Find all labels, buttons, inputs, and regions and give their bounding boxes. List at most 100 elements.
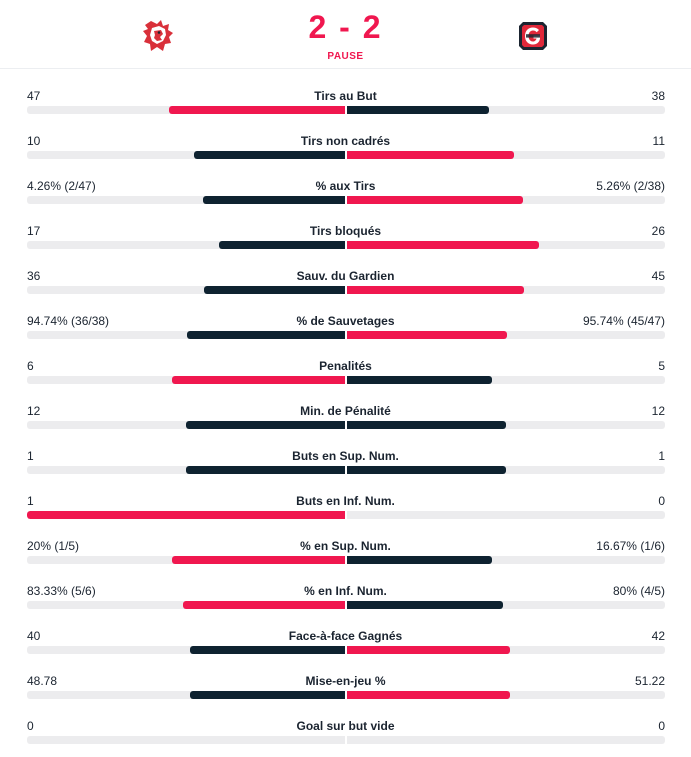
stat-row: 1 Buts en Inf. Num. 0 xyxy=(0,474,691,519)
home-bar xyxy=(172,376,345,384)
away-bar xyxy=(347,466,506,474)
stat-label: Mise-en-jeu % xyxy=(305,674,386,688)
stat-row: 17 Tirs bloqués 26 xyxy=(0,204,691,249)
away-value: 45 xyxy=(651,269,665,283)
away-bar xyxy=(347,421,506,429)
stat-row: 94.74% (36/38) % de Sauvetages 95.74% (45/… xyxy=(0,294,691,339)
home-value: 1 xyxy=(27,449,34,463)
home-value: 1 xyxy=(27,494,34,508)
away-bar-track xyxy=(347,466,665,474)
home-bar xyxy=(190,646,345,654)
home-bar xyxy=(194,151,345,159)
away-value: 12 xyxy=(651,404,665,418)
home-bar xyxy=(186,421,345,429)
stat-row: 12 Min. de Pénalité 12 xyxy=(0,384,691,429)
home-bar xyxy=(187,331,345,339)
stat-row: 0 Goal sur but vide 0 xyxy=(0,699,691,744)
stats-list: 47 Tirs au But 38 10 Tirs non cadrés 11 4.26% … xyxy=(0,69,691,744)
home-bar-track xyxy=(27,691,345,699)
stat-row: 20% (1/5) % en Sup. Num. 16.67% (1/6) xyxy=(0,519,691,564)
home-bar-track xyxy=(27,286,345,294)
stat-label: % en Inf. Num. xyxy=(304,584,387,598)
home-value: 12 xyxy=(27,404,41,418)
away-bar-track xyxy=(347,511,665,519)
stat-row: 10 Tirs non cadrés 11 xyxy=(0,114,691,159)
away-value: 0 xyxy=(658,719,665,733)
home-value: 83.33% (5/6) xyxy=(27,584,96,598)
away-bar-track xyxy=(347,556,665,564)
home-bar-track xyxy=(27,736,345,744)
stat-row: 83.33% (5/6) % en Inf. Num. 80% (4/5) xyxy=(0,564,691,609)
home-value: 48.78 xyxy=(27,674,58,688)
away-bar-track xyxy=(347,106,665,114)
away-bar xyxy=(347,376,492,384)
stat-row: 36 Sauv. du Gardien 45 xyxy=(0,249,691,294)
away-bar xyxy=(347,601,503,609)
away-bar xyxy=(347,106,489,114)
away-bar xyxy=(347,646,510,654)
stat-label: Goal sur but vide xyxy=(296,719,395,733)
stat-row: 47 Tirs au But 38 xyxy=(0,69,691,114)
away-value: 5.26% (2/38) xyxy=(596,179,665,193)
away-value: 95.74% (45/47) xyxy=(582,314,665,328)
home-bar xyxy=(27,511,345,519)
stat-label: Tirs au But xyxy=(314,89,377,103)
away-bar xyxy=(347,331,507,339)
away-value: 11 xyxy=(652,134,665,148)
home-bar-track xyxy=(27,421,345,429)
home-bar xyxy=(183,601,345,609)
away-value: 16.67% (1/6) xyxy=(596,539,665,553)
home-value: 17 xyxy=(27,224,41,238)
away-value: 0 xyxy=(658,494,665,508)
home-bar-track xyxy=(27,556,345,564)
stat-label: Sauv. du Gardien xyxy=(296,269,395,283)
home-bar-track xyxy=(27,601,345,609)
away-bar xyxy=(347,151,514,159)
away-bar xyxy=(347,556,492,564)
home-bar xyxy=(190,691,345,699)
stat-label: Min. de Pénalité xyxy=(300,404,391,418)
stat-row: 1 Buts en Sup. Num. 1 xyxy=(0,429,691,474)
home-bar xyxy=(186,466,345,474)
away-bar xyxy=(347,196,523,204)
away-value: 42 xyxy=(651,629,665,643)
stat-label: Buts en Sup. Num. xyxy=(292,449,399,463)
home-bar-track xyxy=(27,466,345,474)
away-value: 38 xyxy=(651,89,665,103)
stat-row: 6 Penalités 5 xyxy=(0,339,691,384)
away-value: 5 xyxy=(658,359,665,373)
home-value: 36 xyxy=(27,269,41,283)
home-value: 94.74% (36/38) xyxy=(27,314,110,328)
home-bar-track xyxy=(27,196,345,204)
away-bar-track xyxy=(347,196,665,204)
home-value: 10 xyxy=(27,134,41,148)
away-bar-track xyxy=(347,601,665,609)
away-value: 1 xyxy=(658,449,665,463)
stat-row: 40 Face-à-face Gagnés 42 xyxy=(0,609,691,654)
home-bar-track xyxy=(27,151,345,159)
away-bar xyxy=(347,241,539,249)
away-value: 26 xyxy=(651,224,665,238)
away-value: 80% (4/5) xyxy=(612,584,665,598)
match-header: 2 - 2 PAUSE xyxy=(0,0,691,69)
home-value: 47 xyxy=(27,89,41,103)
lion-crest-icon[interactable] xyxy=(139,17,177,55)
stat-label: % en Sup. Num. xyxy=(300,539,391,553)
away-bar-track xyxy=(347,421,665,429)
stat-label: Penalités xyxy=(319,359,372,373)
stat-row: 48.78 Mise-en-jeu % 51.22 xyxy=(0,654,691,699)
away-bar-track xyxy=(347,691,665,699)
stat-label: Tirs bloqués xyxy=(309,224,382,238)
home-bar-track xyxy=(27,331,345,339)
stat-row: 4.26% (2/47) % aux Tirs 5.26% (2/38) xyxy=(0,159,691,204)
gotteron-crest-icon[interactable] xyxy=(514,17,552,55)
away-bar-track xyxy=(347,151,665,159)
away-bar-track xyxy=(347,286,665,294)
stat-label: Tirs non cadrés xyxy=(300,134,391,148)
home-value: 20% (1/5) xyxy=(27,539,80,553)
home-bar xyxy=(172,556,345,564)
home-bar xyxy=(219,241,345,249)
home-bar-track xyxy=(27,511,345,519)
stat-label: Face-à-face Gagnés xyxy=(288,629,403,643)
home-bar xyxy=(203,196,345,204)
